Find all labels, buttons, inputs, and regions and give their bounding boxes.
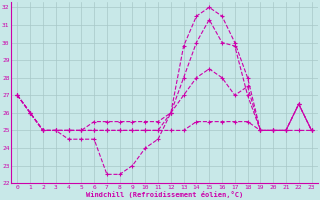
- X-axis label: Windchill (Refroidissement éolien,°C): Windchill (Refroidissement éolien,°C): [86, 191, 243, 198]
